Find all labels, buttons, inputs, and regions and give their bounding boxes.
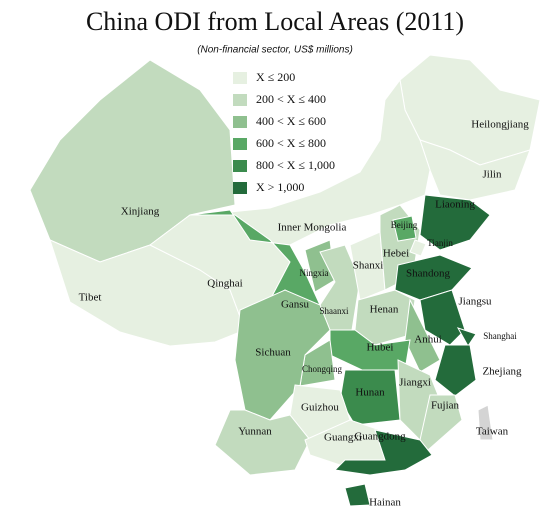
province-label: Guangxi xyxy=(324,432,362,444)
legend-swatch xyxy=(233,94,247,106)
legend-swatch xyxy=(233,138,247,150)
province xyxy=(329,329,411,371)
province-label: Shanghai xyxy=(483,331,517,341)
province-label: Tianjin xyxy=(427,238,453,248)
province-label: Xinjiang xyxy=(121,206,160,218)
province xyxy=(434,344,477,397)
province-label: Shaanxi xyxy=(320,306,349,316)
province xyxy=(456,327,477,347)
map-subtitle: (Non-financial sector, US$ millions) xyxy=(197,45,353,56)
province-label: Fujian xyxy=(431,400,460,412)
legend-swatch xyxy=(233,72,247,84)
legend-swatch xyxy=(233,160,247,172)
province-label: Henan xyxy=(370,304,399,316)
map-title: China ODI from Local Areas (2011) xyxy=(86,7,464,36)
province-label: Inner Mongolia xyxy=(278,222,347,234)
province xyxy=(409,239,427,257)
province-label: Hunan xyxy=(355,387,385,399)
province-label: Guangdong xyxy=(354,431,406,443)
province xyxy=(404,298,441,373)
legend-label: 800 < X ≤ 1,000 xyxy=(256,158,335,172)
province xyxy=(477,404,494,441)
legend: X ≤ 200 200 < X ≤ 400 400 < X ≤ 600 600 < X… xyxy=(233,70,335,194)
province-label: Gansu xyxy=(281,299,310,311)
province-label: Hainan xyxy=(369,497,401,509)
legend-swatch xyxy=(233,116,247,128)
province-label: Beijing xyxy=(391,220,418,230)
legend-label: X ≤ 200 xyxy=(256,70,295,84)
province-label: Anhui xyxy=(414,334,442,346)
province xyxy=(214,409,311,476)
province xyxy=(419,289,466,346)
province-label: Shandong xyxy=(406,268,451,280)
region-labels: Heilongjiang Jilin Liaoning Inner Mongolia X… xyxy=(79,119,530,509)
province xyxy=(392,215,417,242)
legend-label: 600 < X ≤ 800 xyxy=(256,136,326,150)
province-label: Tibet xyxy=(79,292,102,304)
legend-label: 200 < X ≤ 400 xyxy=(256,92,326,106)
province-label: Shanxi xyxy=(353,260,384,272)
province-label: Yunnan xyxy=(238,426,272,438)
legend-swatch xyxy=(233,182,247,194)
province xyxy=(333,429,433,476)
province xyxy=(419,394,463,451)
province-label: Hubei xyxy=(367,342,394,354)
province-label: Guizhou xyxy=(301,402,339,414)
province-label: Jiangsu xyxy=(459,296,493,308)
province-label: Qinghai xyxy=(207,278,242,290)
province-label: Hebei xyxy=(383,248,409,260)
province-label: Jilin xyxy=(483,169,502,181)
province xyxy=(344,483,371,507)
province-label: Ningxia xyxy=(300,268,329,278)
province-label: Jiangxi xyxy=(399,377,431,389)
regions xyxy=(29,54,541,507)
province xyxy=(419,139,531,201)
province xyxy=(419,194,491,251)
province-label: Zhejiang xyxy=(482,366,522,378)
province-label: Heilongjiang xyxy=(471,119,529,131)
province xyxy=(234,289,331,421)
legend-label: 400 < X ≤ 600 xyxy=(256,114,326,128)
province-label: Liaoning xyxy=(435,199,475,211)
province-label: Chongqing xyxy=(302,364,343,374)
province-label: Taiwan xyxy=(476,426,509,438)
legend-label: X > 1,000 xyxy=(256,180,304,194)
province-label: Sichuan xyxy=(255,347,291,359)
